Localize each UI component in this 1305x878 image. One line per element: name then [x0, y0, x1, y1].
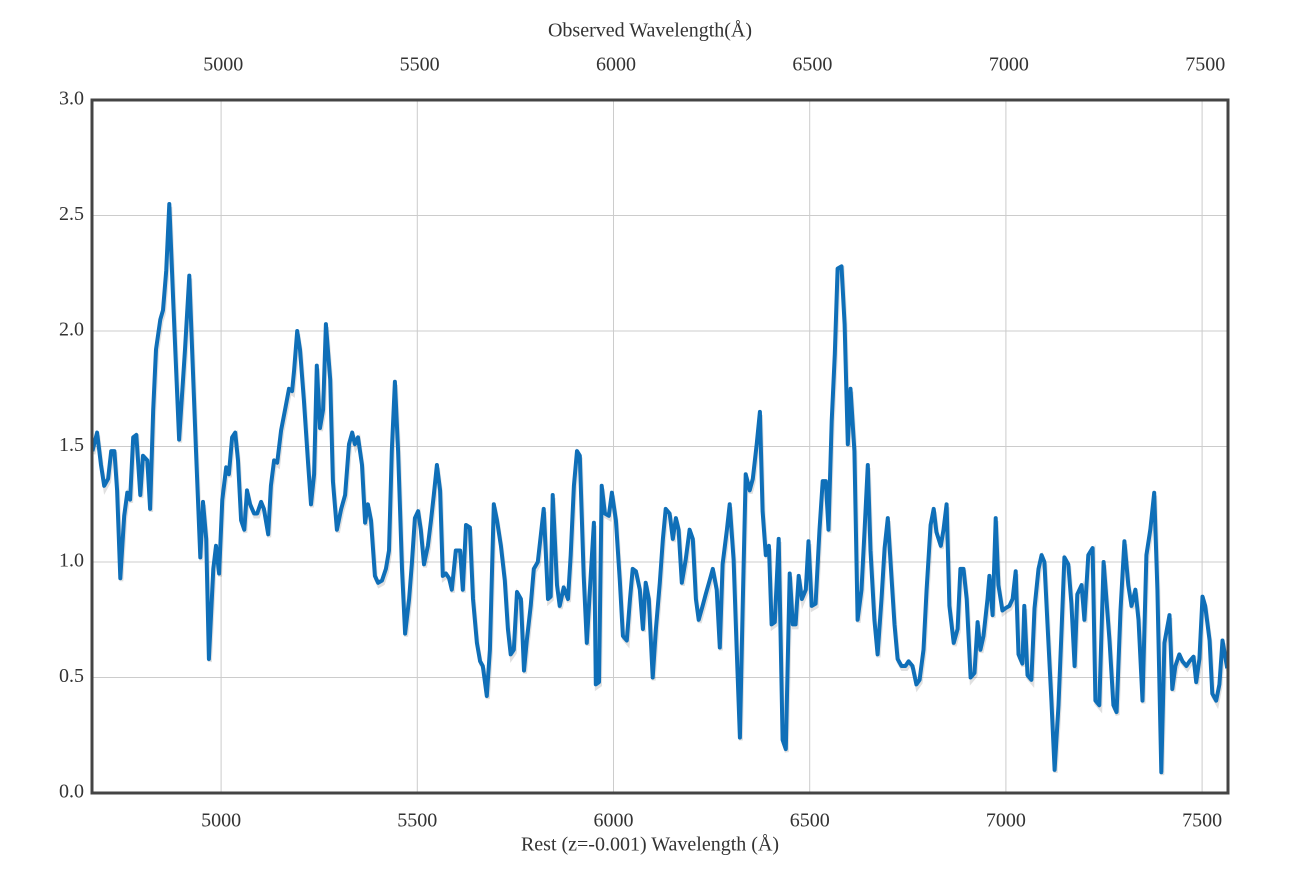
- x-tick-label: 6000: [594, 810, 634, 832]
- top-axis-label: Observed Wavelength(Å): [548, 20, 752, 42]
- x2-tick-label: 7500: [1185, 54, 1225, 76]
- y-tick-label: 0.5: [59, 665, 84, 687]
- x2-tick-label: 6500: [792, 54, 832, 76]
- y-tick-label: 1.0: [59, 550, 84, 572]
- x2-tick-label: 5500: [400, 54, 440, 76]
- x2-tick-label: 7000: [989, 54, 1029, 76]
- x2-tick-label: 6000: [596, 54, 636, 76]
- x-tick-label: 5500: [397, 810, 437, 832]
- x-tick-label: 5000: [201, 810, 241, 832]
- x-tick-label: 7500: [1182, 810, 1222, 832]
- y-tick-label: 3.0: [59, 88, 84, 110]
- x2-tick-label: 5000: [203, 54, 243, 76]
- y-tick-label: 0.0: [59, 781, 84, 803]
- spectrum-line: [92, 202, 1228, 775]
- x-tick-label: 6500: [790, 810, 830, 832]
- y-tick-label: 2.5: [59, 203, 84, 225]
- plot-frame: [90, 98, 1230, 795]
- x-tick-label: 7000: [986, 810, 1026, 832]
- bottom-axis-label: Rest (z=-0.001) Wavelength (Å): [521, 834, 779, 856]
- y-tick-label: 1.5: [59, 434, 84, 456]
- y-tick-label: 2.0: [59, 319, 84, 341]
